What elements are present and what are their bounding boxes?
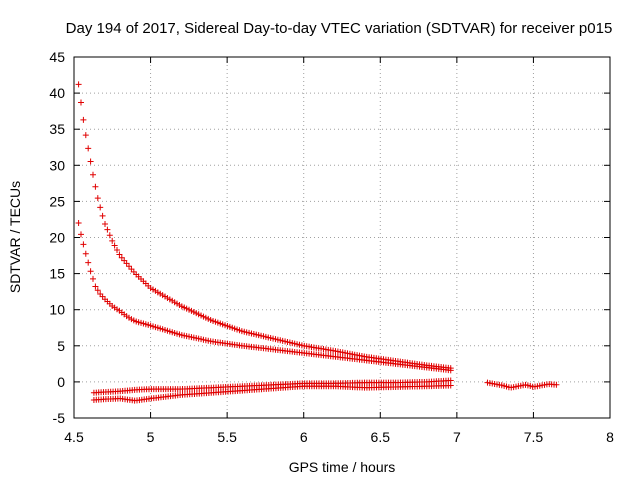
data-point [106,232,113,239]
data-point [92,183,99,190]
series [75,220,454,374]
data-point [97,204,104,211]
axis-ticks: 4.5 5 5.5 6 6.5 7 7.5 8 -5 0 5 10 15 20 25 30 35 40 45 [49,49,614,445]
y-tick-label: 30 [49,157,65,173]
data-point [116,251,123,258]
y-tick-label: 35 [49,121,65,137]
series [90,382,454,404]
x-tick-label: 7.5 [524,429,544,445]
data-point [80,116,87,123]
y-tick-label: 25 [49,193,65,209]
series [90,377,454,396]
data-point [87,158,94,165]
data-point [104,226,111,233]
x-tick-label: 4.5 [64,429,84,445]
data-point [99,212,106,219]
data-point [75,220,82,227]
y-tick-label: -5 [53,410,66,426]
data-point [75,81,82,88]
data-point [447,382,454,389]
y-tick-label: 5 [57,338,65,354]
x-tick-label: 5 [147,429,155,445]
data-point [85,259,92,266]
chart-title: Day 194 of 2017, Sidereal Day-to-day VTE… [66,20,613,37]
y-tick-label: 45 [49,49,65,65]
data-point [447,377,454,384]
data-point [92,283,99,290]
y-tick-label: 15 [49,266,65,282]
data-point [87,268,94,275]
y-tick-label: 0 [57,374,65,390]
data-points [75,81,560,404]
data-point [94,287,101,294]
data-point [89,171,96,178]
data-point [80,241,87,248]
data-point [77,231,84,238]
y-tick-label: 10 [49,302,65,318]
x-tick-label: 6.5 [371,429,391,445]
x-axis-label: GPS time / hours [289,459,396,475]
data-point [109,237,116,244]
grid [74,57,610,418]
data-point [114,247,121,254]
data-point [447,367,454,374]
y-axis-label: SDTVAR / TECUs [7,181,23,293]
data-point [89,275,96,282]
y-tick-label: 40 [49,85,65,101]
data-point [102,220,109,227]
x-tick-label: 7 [453,429,461,445]
y-tick-label: 20 [49,230,65,246]
data-point [94,195,101,202]
x-tick-label: 8 [606,429,614,445]
data-point [85,145,92,152]
series [75,81,454,372]
data-point [553,381,560,388]
x-tick-label: 5.5 [217,429,237,445]
data-point [111,242,118,249]
data-point [82,250,89,257]
data-point [77,99,84,106]
data-point [82,132,89,139]
series [484,379,560,391]
x-tick-label: 6 [300,429,308,445]
